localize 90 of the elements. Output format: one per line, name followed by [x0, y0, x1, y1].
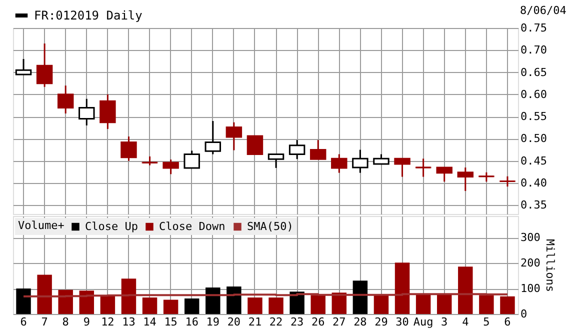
- candlestick: [288, 139, 306, 160]
- candlestick: [436, 166, 452, 182]
- x-tick-label: 6: [504, 316, 511, 328]
- x-tick-label: 6: [20, 316, 27, 328]
- x-tick-label: 13: [122, 316, 136, 328]
- candlestick: [478, 172, 495, 182]
- y-tick-label: 0.55: [520, 110, 547, 124]
- y-tick-label: 200: [520, 256, 540, 270]
- candlestick: [100, 94, 116, 130]
- candlestick: [415, 158, 432, 178]
- bar: [226, 286, 242, 314]
- candlestick: [15, 58, 32, 76]
- candlestick: [226, 122, 242, 151]
- bar: [416, 294, 431, 314]
- bar: [100, 295, 116, 314]
- bar: [79, 290, 94, 314]
- x-tick-label: 19: [206, 316, 220, 328]
- candlestick: [352, 149, 368, 174]
- x-tick-label: 9: [83, 316, 90, 328]
- y-tick-label: 0.75: [520, 22, 547, 34]
- x-tick-label: 15: [164, 316, 178, 328]
- bar: [37, 274, 52, 314]
- x-tick-label: 12: [101, 316, 114, 328]
- legend-label: SMA(50): [247, 220, 294, 233]
- legend-label: Close Up: [85, 220, 138, 233]
- candlestick: [373, 153, 390, 165]
- x-tick-label: 22: [269, 316, 283, 328]
- bar: [352, 280, 368, 314]
- candlestick: [310, 139, 326, 160]
- legend-label: FR:012019 Daily: [34, 8, 142, 22]
- candlestick: [36, 42, 53, 88]
- candlestick: [499, 176, 516, 188]
- candlestick: [331, 153, 348, 174]
- legend-title: Volume+: [18, 219, 65, 232]
- y-tick-label: 0.40: [520, 176, 547, 190]
- y-tick-label: 0.70: [520, 44, 547, 57]
- x-tick-label: 23: [290, 316, 304, 328]
- bar: [268, 297, 284, 314]
- bar: [458, 266, 473, 314]
- bar: [121, 278, 136, 314]
- bar: [394, 262, 410, 314]
- x-tick-label: 28: [354, 316, 367, 328]
- x-tick-label: 7: [41, 316, 48, 328]
- bar: [436, 294, 452, 314]
- bar: [16, 288, 31, 314]
- y-tick-label: 0.65: [520, 66, 547, 79]
- bar: [479, 295, 494, 314]
- candlestick: [162, 158, 179, 175]
- candlestick: [57, 84, 74, 114]
- bar: [332, 292, 347, 314]
- x-tick-label: 16: [185, 316, 198, 328]
- bar: [500, 296, 515, 314]
- candlestick: [204, 120, 222, 155]
- candlestick: [268, 153, 284, 169]
- bar: [163, 300, 178, 314]
- x-tick-label: 8: [62, 316, 69, 328]
- y-axis-title: Millions: [543, 239, 556, 292]
- y-tick-label: 0: [520, 308, 528, 320]
- bar: [206, 288, 220, 314]
- x-tick-label: 26: [311, 316, 325, 328]
- bar: [248, 297, 262, 314]
- x-tick-label: 21: [248, 316, 262, 328]
- y-tick-label: 0.50: [520, 132, 547, 146]
- bar: [310, 295, 326, 314]
- y-tick-label: 0.45: [520, 154, 547, 168]
- bar: [142, 297, 158, 314]
- x-tick-label: 3: [441, 316, 448, 328]
- candlestick: [120, 136, 137, 162]
- candlestick: [246, 135, 264, 155]
- candlestick: [184, 150, 200, 169]
- x-tick-label: 29: [374, 316, 388, 328]
- bar: [58, 290, 73, 314]
- bar: [184, 298, 200, 314]
- x-tick-label: 30: [396, 316, 409, 328]
- candlestick: [78, 98, 95, 126]
- y-tick-label: 300: [520, 231, 540, 244]
- x-tick-label: 14: [143, 316, 157, 328]
- x-tick-label: 27: [332, 316, 346, 328]
- text: 8/06/04: [520, 4, 567, 17]
- y-tick-label: 100: [520, 282, 540, 296]
- x-tick-label: 5: [483, 316, 490, 328]
- legend-label: Close Down: [159, 220, 226, 233]
- y-tick-label: 0.35: [520, 198, 547, 212]
- x-tick-label: 20: [227, 316, 241, 328]
- candlestick: [394, 158, 410, 178]
- x-tick-label: 4: [462, 316, 470, 328]
- x-tick-label: Aug: [413, 316, 434, 328]
- candlestick: [457, 166, 474, 192]
- bar: [374, 295, 389, 314]
- y-tick-label: 0.60: [520, 88, 547, 101]
